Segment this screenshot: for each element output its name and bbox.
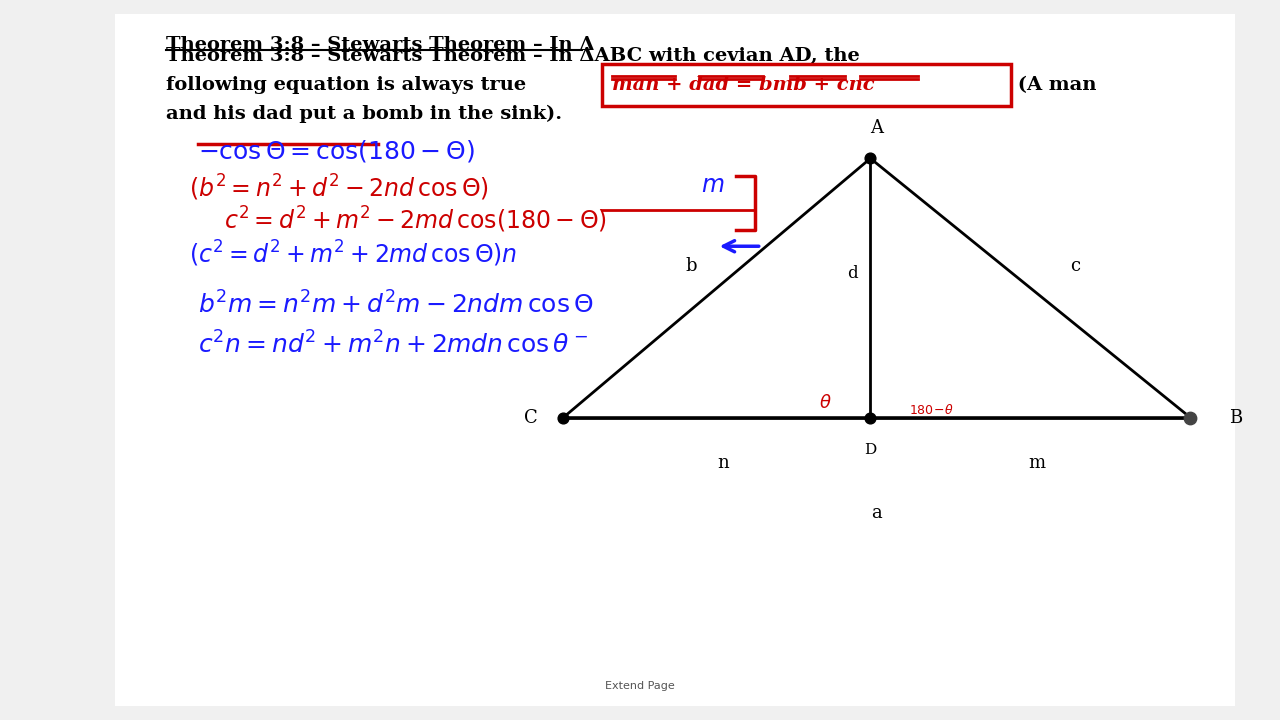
Point bbox=[860, 153, 881, 164]
Text: $\theta$: $\theta$ bbox=[819, 395, 832, 412]
Text: (A man: (A man bbox=[1011, 76, 1097, 94]
Text: following equation is always true: following equation is always true bbox=[166, 76, 534, 94]
Text: a: a bbox=[872, 504, 882, 522]
Text: $-\cos\Theta = \cos(180 - \Theta)$: $-\cos\Theta = \cos(180 - \Theta)$ bbox=[198, 138, 475, 164]
Text: Theorem 3:8 – Stewarts Theorem – In Δ: Theorem 3:8 – Stewarts Theorem – In Δ bbox=[166, 36, 595, 54]
Text: Theorem 3:8 – Stewarts Theorem – In ΔABC with cevian AD, the: Theorem 3:8 – Stewarts Theorem – In ΔABC… bbox=[166, 47, 860, 65]
Text: $c^2n = nd^2 + m^2n + 2mdn\,\cos\theta^-$: $c^2n = nd^2 + m^2n + 2mdn\,\cos\theta^-… bbox=[198, 331, 589, 359]
Text: d: d bbox=[847, 265, 858, 282]
Text: and his dad put a bomb in the sink).: and his dad put a bomb in the sink). bbox=[166, 104, 562, 122]
Point bbox=[860, 412, 881, 423]
Text: C: C bbox=[524, 409, 538, 426]
Text: $m$: $m$ bbox=[701, 173, 724, 197]
Text: b: b bbox=[686, 258, 696, 276]
Text: Extend Page: Extend Page bbox=[605, 681, 675, 691]
Text: $b^2m = n^2m + d^2m - 2ndm\,\cos\Theta$: $b^2m = n^2m + d^2m - 2ndm\,\cos\Theta$ bbox=[198, 292, 594, 319]
Text: D: D bbox=[864, 443, 877, 456]
Text: man + dad = bmb + cnc: man + dad = bmb + cnc bbox=[612, 76, 874, 94]
Text: c: c bbox=[1070, 258, 1080, 276]
Point bbox=[553, 412, 573, 423]
Text: n: n bbox=[717, 454, 730, 472]
Point bbox=[1180, 412, 1201, 423]
Text: $(c^2 = d^2 + m^2 + 2md\,\cos\Theta)n$: $(c^2 = d^2 + m^2 + 2md\,\cos\Theta)n$ bbox=[189, 239, 517, 269]
Text: B: B bbox=[1229, 409, 1242, 426]
Text: A: A bbox=[870, 119, 883, 137]
Text: $(b^2 = n^2+d^2 - 2nd\,\cos\Theta)$: $(b^2 = n^2+d^2 - 2nd\,\cos\Theta)$ bbox=[189, 173, 489, 203]
Text: m: m bbox=[1028, 454, 1046, 472]
Text: $180\!-\!\theta$: $180\!-\!\theta$ bbox=[909, 403, 954, 418]
Text: $c^2 = d^2+m^2 - 2md\,\cos(180-\Theta)$: $c^2 = d^2+m^2 - 2md\,\cos(180-\Theta)$ bbox=[224, 205, 607, 235]
